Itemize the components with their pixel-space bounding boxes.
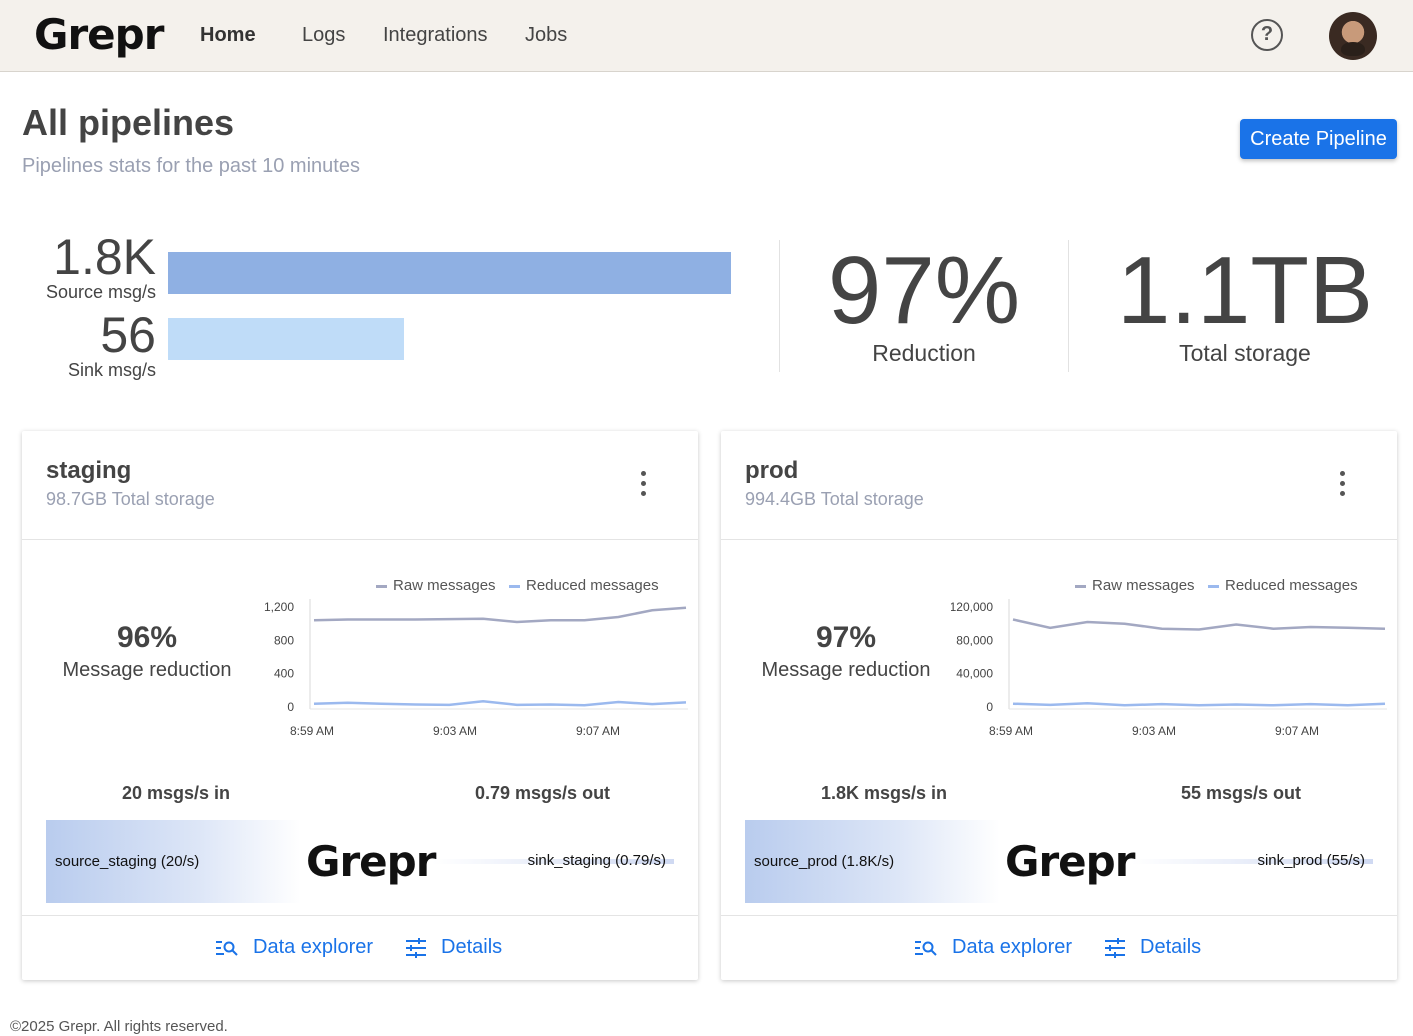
series-line-reduced[interactable] xyxy=(313,699,687,707)
x-tick-label: 9:07 AM xyxy=(1275,724,1319,738)
grepr-flow-logo: Grepr xyxy=(1005,837,1135,886)
legend-swatch xyxy=(509,584,520,588)
legend-reduced-messages[interactable]: Reduced messages xyxy=(509,577,659,594)
series-line-raw[interactable] xyxy=(313,606,687,624)
nav-home[interactable]: Home xyxy=(200,24,256,46)
y-tick-label: 0 xyxy=(986,700,993,714)
message-reduction-label: Message reduction xyxy=(761,659,931,681)
details-label: Details xyxy=(1140,936,1202,958)
tune-icon xyxy=(406,937,426,958)
nav-jobs[interactable]: Jobs xyxy=(525,24,568,46)
legend-swatch xyxy=(376,584,387,588)
sink-rate-value: 56 xyxy=(100,307,156,363)
pipeline-card-prod: prod 994.4GB Total storage 97% Message redu… xyxy=(721,431,1397,980)
pipeline-card-staging: staging 98.7GB Total storage 96% Message re… xyxy=(22,431,698,980)
message-reduction-value: 97% xyxy=(815,621,877,654)
page-title: All pipelines xyxy=(22,102,235,143)
legend-raw-messages[interactable]: Raw messages xyxy=(376,577,496,594)
series-line-reduced[interactable] xyxy=(1012,702,1386,707)
source-rate-label: Source msg/s xyxy=(45,282,156,302)
footer-copyright: ©2025 Grepr. All rights reserved. xyxy=(10,1018,228,1035)
legend-label: Reduced messages xyxy=(1225,577,1358,594)
grepr-flow-logo: Grepr xyxy=(306,837,436,886)
msgs-out-rate: 0.79 msgs/s out xyxy=(475,783,611,803)
source-label: source_prod (1.8K/s) xyxy=(754,853,895,870)
data-explorer-icon xyxy=(216,940,238,956)
source-label: source_staging (20/s) xyxy=(55,853,200,870)
y-tick-label: 800 xyxy=(274,633,294,647)
flow-source-box[interactable]: source_prod (1.8K/s) xyxy=(745,820,1000,903)
msgs-in-rate: 20 msgs/s in xyxy=(122,783,231,803)
legend-label: Reduced messages xyxy=(526,577,659,594)
sink-label[interactable]: sink_staging (0.79/s) xyxy=(527,852,666,869)
x-tick-label: 9:03 AM xyxy=(1132,724,1176,738)
pipeline-name[interactable]: staging xyxy=(46,457,132,484)
more-vert-icon[interactable] xyxy=(636,471,650,501)
source-rate-bar xyxy=(168,252,731,294)
sink-label[interactable]: sink_prod (55/s) xyxy=(1257,852,1365,869)
y-tick-label: 400 xyxy=(274,667,294,681)
sink-rate-label: Sink msg/s xyxy=(67,360,156,380)
pipeline-line-chart: 1,200 800 400 0 8:59 AM 9:03 AM 9:07 AM xyxy=(264,599,688,738)
series-line-raw[interactable] xyxy=(1012,618,1386,631)
page-subtitle: Pipelines stats for the past 10 minutes xyxy=(22,155,360,177)
pipeline-storage: 98.7GB Total storage xyxy=(46,489,215,509)
question-circle-icon[interactable]: ? xyxy=(1251,19,1283,51)
grepr-logo[interactable]: Grepr xyxy=(34,10,164,59)
x-tick-label: 9:03 AM xyxy=(433,724,477,738)
tune-icon xyxy=(1105,937,1125,958)
flow-sink-line xyxy=(1131,859,1373,864)
y-tick-label: 80,000 xyxy=(956,633,993,647)
card-divider xyxy=(22,915,698,916)
y-tick-label: 0 xyxy=(287,700,294,714)
details-link[interactable]: Details xyxy=(405,936,502,959)
data-explorer-link[interactable]: Data explorer xyxy=(914,936,1072,959)
pipeline-storage: 994.4GB Total storage xyxy=(745,489,924,509)
source-rate-value: 1.8K xyxy=(53,229,156,285)
x-tick-label: 8:59 AM xyxy=(989,724,1033,738)
nav-logs[interactable]: Logs xyxy=(302,24,346,46)
y-tick-label: 1,200 xyxy=(264,600,294,614)
card-divider xyxy=(721,915,1397,916)
pipeline-line-chart: 120,000 80,000 40,000 0 8:59 AM 9:03 AM 9:07 A… xyxy=(951,599,1387,738)
stats-divider xyxy=(779,240,780,372)
top-header: Grepr Home Logs Integrations Jobs ? xyxy=(0,0,1413,72)
flow-sink-line xyxy=(432,859,674,864)
card-divider xyxy=(22,539,698,540)
x-tick-label: 9:07 AM xyxy=(576,724,620,738)
legend-raw-messages[interactable]: Raw messages xyxy=(1075,577,1195,594)
msgs-in-rate: 1.8K msgs/s in xyxy=(821,783,948,803)
flow-source-box[interactable]: source_staging (20/s) xyxy=(46,820,301,903)
y-tick-label: 40,000 xyxy=(956,667,993,681)
total-storage-value: 1.1TB xyxy=(1116,237,1374,344)
more-vert-icon[interactable] xyxy=(1335,471,1349,501)
reduction-value: 97% xyxy=(827,237,1021,344)
message-reduction-label: Message reduction xyxy=(62,659,232,681)
data-explorer-label: Data explorer xyxy=(253,936,374,958)
data-explorer-link[interactable]: Data explorer xyxy=(215,936,373,959)
total-storage-label: Total storage xyxy=(1179,340,1311,366)
create-pipeline-button[interactable]: Create Pipeline xyxy=(1240,119,1397,159)
user-avatar[interactable] xyxy=(1329,12,1377,60)
data-explorer-icon xyxy=(915,940,937,956)
msgs-out-rate: 55 msgs/s out xyxy=(1181,783,1302,803)
sink-rate-bar xyxy=(168,318,404,360)
stats-divider xyxy=(1068,240,1069,372)
pipeline-name[interactable]: prod xyxy=(745,457,799,484)
legend-label: Raw messages xyxy=(393,577,496,594)
legend-swatch xyxy=(1075,584,1086,588)
card-divider xyxy=(721,539,1397,540)
details-link[interactable]: Details xyxy=(1104,936,1201,959)
message-reduction-value: 96% xyxy=(116,621,178,654)
legend-label: Raw messages xyxy=(1092,577,1195,594)
nav-integrations[interactable]: Integrations xyxy=(383,24,488,46)
details-label: Details xyxy=(441,936,503,958)
x-tick-label: 8:59 AM xyxy=(290,724,334,738)
legend-reduced-messages[interactable]: Reduced messages xyxy=(1208,577,1358,594)
y-tick-label: 120,000 xyxy=(951,600,993,614)
reduction-label: Reduction xyxy=(872,340,976,366)
legend-swatch xyxy=(1208,584,1219,588)
data-explorer-label: Data explorer xyxy=(952,936,1073,958)
